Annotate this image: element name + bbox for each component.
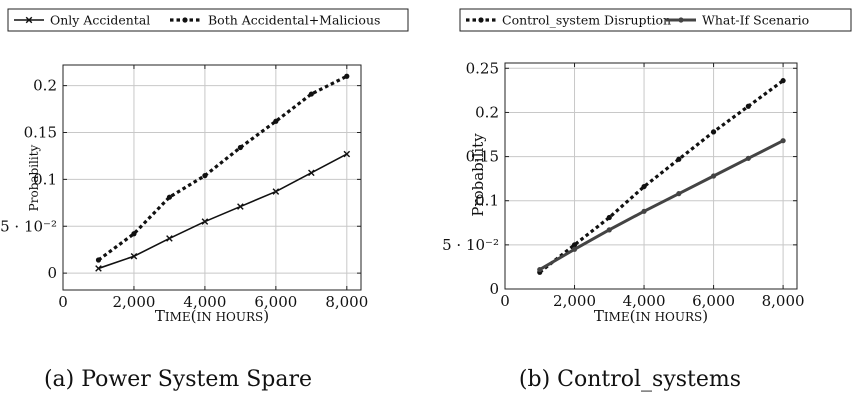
x-axis-label-paren: (	[191, 307, 197, 325]
data-point	[308, 169, 315, 177]
legend-label: Both Accidental+Malicious	[208, 13, 380, 28]
x-tick-label: 4,000	[623, 292, 666, 310]
data-point	[478, 17, 484, 23]
subfigure-caption: (a) Power System Spare	[44, 367, 312, 392]
data-point	[537, 266, 543, 273]
y-tick-label: 0.1	[33, 170, 57, 188]
data-point	[308, 91, 314, 97]
y-tick-label: 0.2	[33, 77, 57, 95]
x-tick-label: 2,000	[112, 293, 155, 311]
series-line	[98, 153, 348, 270]
x-axis-label-unit: IN HOURS	[197, 310, 264, 324]
data-point	[25, 16, 33, 24]
plot-frame	[504, 62, 798, 290]
data-point	[571, 246, 578, 252]
data-point	[182, 17, 188, 23]
y-tick-label: 0.15	[466, 148, 499, 166]
y-axis-label: Probability	[469, 133, 487, 217]
x-axis-label-paren: )	[702, 307, 708, 325]
data-point	[710, 173, 717, 179]
data-point	[676, 191, 682, 197]
x-tick-label: 2,000	[553, 292, 596, 310]
y-tick-label: 5 · 10⁻²	[0, 217, 57, 235]
x-tick-label: 0	[58, 293, 68, 311]
y-tick-label: 0	[489, 280, 499, 298]
y-tick-label: 5 · 10⁻²	[442, 236, 499, 254]
x-axis-label: TIME(IN HOURS)	[594, 307, 708, 325]
data-point	[678, 17, 684, 23]
data-point	[343, 150, 351, 158]
data-point	[237, 144, 243, 151]
data-point	[131, 231, 137, 237]
y-tick-label: 0.15	[24, 124, 57, 142]
data-point	[344, 73, 350, 79]
x-tick-label: 8,000	[762, 292, 805, 310]
y-tick-label: 0.2	[475, 103, 499, 121]
data-point	[166, 235, 173, 242]
y-tick-label: 0	[47, 264, 57, 282]
x-axis-label-initial: T	[594, 307, 604, 325]
plot-frame	[62, 64, 362, 291]
x-axis-label-rest: IME	[604, 310, 630, 324]
data-point	[273, 118, 279, 124]
data-point	[95, 257, 102, 263]
legend-label: What-If Scenario	[702, 13, 809, 28]
data-point	[166, 194, 173, 200]
chart-a: 0 2,000 4,000 6,000 8,000 0 5 · 10⁻² 0.1 0.15 0.2…	[0, 8, 409, 392]
series-0	[95, 150, 351, 272]
series-line	[539, 139, 784, 271]
x-tick-label: 6,000	[692, 292, 735, 310]
legend: Only Accidental Both Accidental+Malicious	[7, 8, 409, 32]
data-point	[606, 214, 612, 221]
x-axis-label-paren: )	[263, 307, 269, 325]
y-tick-label: 0.1	[475, 192, 499, 210]
x-axis-label-initial: T	[155, 307, 165, 325]
legend-box	[459, 8, 852, 32]
series-1	[95, 73, 350, 263]
series-1	[537, 138, 786, 273]
data-point	[202, 173, 208, 179]
data-point	[272, 188, 280, 195]
data-point	[571, 242, 578, 248]
x-axis-label: TIME(IN HOURS)	[155, 307, 269, 325]
x-tick-label: 6,000	[254, 293, 297, 311]
x-axis-label-unit: IN HOURS	[636, 310, 703, 324]
data-point	[780, 78, 786, 84]
legend-label: Only Accidental	[50, 13, 150, 28]
series-line	[538, 79, 785, 274]
data-point	[130, 252, 138, 260]
subfigure-caption: (b) Control_systems	[519, 367, 741, 392]
chart-b: 0 2,000 4,000 6,000 8,000 0 5 · 10⁻² 0.1 0.15 0.2…	[442, 8, 852, 392]
data-point	[95, 265, 102, 272]
data-point	[641, 183, 647, 190]
data-point	[745, 103, 751, 109]
data-point	[237, 203, 244, 210]
y-axis-label: Probability	[27, 144, 41, 211]
data-point	[606, 227, 612, 233]
data-point	[745, 155, 751, 161]
data-point	[641, 208, 647, 214]
x-axis-label-rest: IME	[165, 310, 191, 324]
legend: Control_system Disruption What-If Scenari…	[459, 8, 852, 32]
data-point	[710, 129, 717, 135]
legend-box	[7, 8, 409, 32]
series-line	[97, 74, 348, 262]
y-tick-label: 0.25	[466, 59, 499, 77]
data-point	[676, 156, 682, 162]
x-axis-label-paren: (	[630, 307, 636, 325]
data-point	[780, 138, 786, 144]
x-tick-label: 4,000	[183, 293, 226, 311]
x-tick-label: 8,000	[325, 293, 368, 311]
data-point	[201, 218, 209, 225]
legend-label: Control_system Disruption	[502, 13, 671, 28]
x-tick-label: 0	[500, 292, 510, 310]
